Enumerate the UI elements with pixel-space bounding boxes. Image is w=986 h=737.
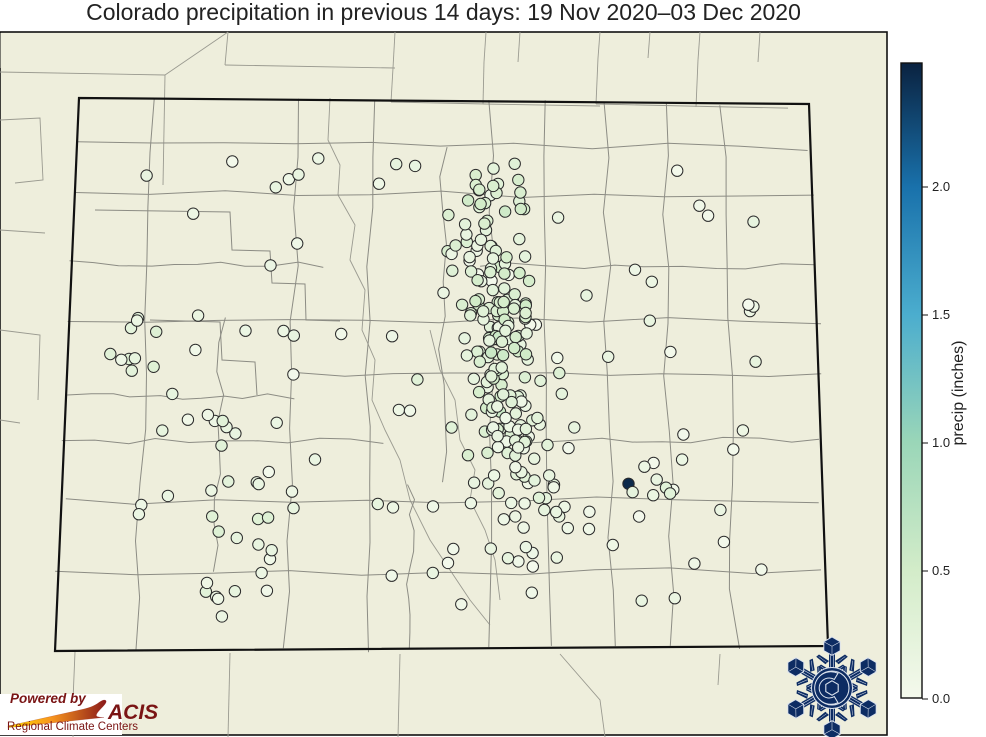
svg-text:Powered by: Powered by bbox=[10, 691, 87, 706]
svg-text:0.5: 0.5 bbox=[932, 563, 950, 578]
svg-text:1.5: 1.5 bbox=[932, 307, 950, 322]
svg-text:2.0: 2.0 bbox=[932, 179, 950, 194]
svg-text:0.0: 0.0 bbox=[932, 691, 950, 706]
svg-text:precip (inches): precip (inches) bbox=[950, 341, 967, 446]
svg-text:1.0: 1.0 bbox=[932, 435, 950, 450]
svg-text:Regional Climate Centers: Regional Climate Centers bbox=[7, 721, 138, 733]
